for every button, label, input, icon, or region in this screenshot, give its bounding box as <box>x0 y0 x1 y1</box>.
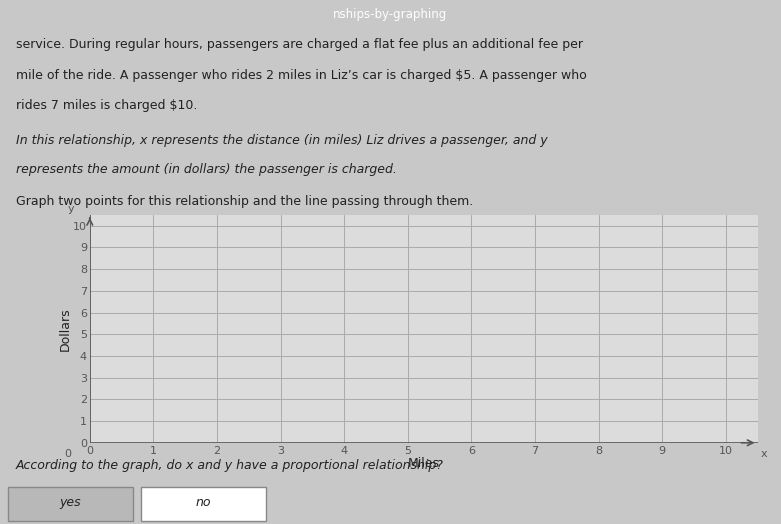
Text: rides 7 miles is charged $10.: rides 7 miles is charged $10. <box>16 100 197 112</box>
FancyBboxPatch shape <box>141 487 266 521</box>
Text: service. During regular hours, passengers are charged a flat fee plus an additio: service. During regular hours, passenger… <box>16 38 583 51</box>
Text: x: x <box>761 449 768 458</box>
FancyBboxPatch shape <box>8 487 133 521</box>
Text: no: no <box>195 496 211 509</box>
Text: represents the amount (in dollars) the passenger is charged.: represents the amount (in dollars) the p… <box>16 162 397 176</box>
Text: y: y <box>67 204 74 214</box>
Text: In this relationship, x represents the distance (in miles) Liz drives a passenge: In this relationship, x represents the d… <box>16 134 547 147</box>
Text: 0: 0 <box>64 449 71 458</box>
Y-axis label: Dollars: Dollars <box>59 307 72 351</box>
Text: mile of the ride. A passenger who rides 2 miles in Liz’s car is charged $5. A pa: mile of the ride. A passenger who rides … <box>16 69 587 82</box>
Text: Graph two points for this relationship and the line passing through them.: Graph two points for this relationship a… <box>16 195 473 208</box>
Text: According to the graph, do x and y have a proportional relationship?: According to the graph, do x and y have … <box>16 459 444 472</box>
Text: yes: yes <box>59 496 81 509</box>
X-axis label: Miles: Miles <box>408 457 440 470</box>
Text: nships-by-graphing: nships-by-graphing <box>333 8 448 21</box>
